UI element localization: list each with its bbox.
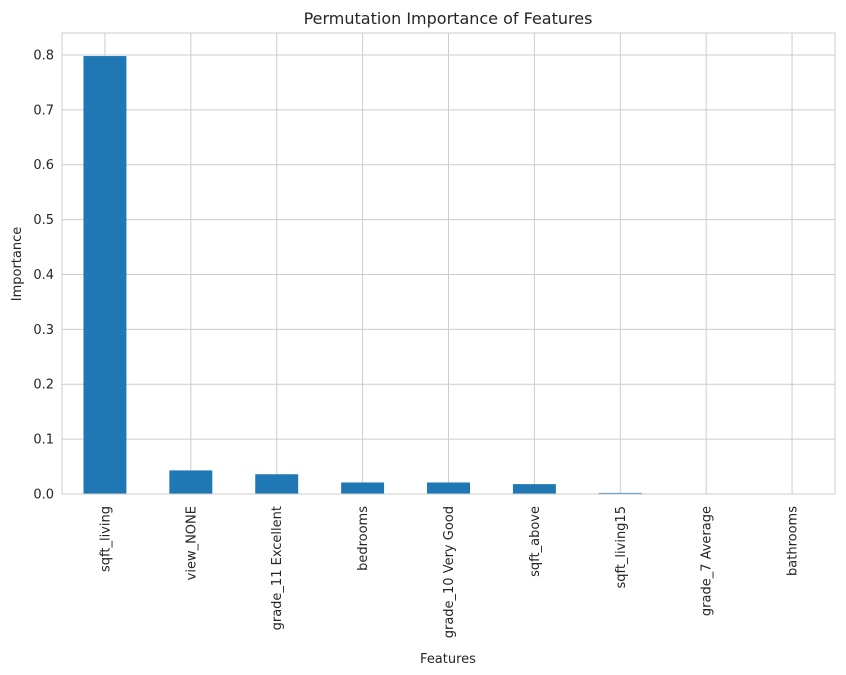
x-tick-label: grade_10 Very Good — [442, 506, 457, 638]
y-tick-label: 0.8 — [33, 48, 54, 63]
bar — [512, 484, 556, 494]
bar — [427, 482, 470, 494]
bar — [169, 470, 213, 494]
y-tick-label: 0.5 — [33, 213, 54, 228]
y-tick-label: 0.2 — [33, 378, 54, 393]
x-tick-label: grade_11 Excellent — [270, 506, 285, 630]
x-tick-label: view_NONE — [184, 506, 199, 580]
grid-lines — [62, 33, 835, 495]
y-tick-label: 0.1 — [33, 433, 54, 448]
plot-frame — [61, 32, 836, 495]
bar — [83, 56, 127, 495]
bar — [598, 492, 642, 494]
x-tick-label: bathrooms — [786, 506, 801, 576]
x-tick-label: grade_7 Average — [700, 506, 715, 616]
bar — [341, 482, 385, 494]
x-tick-labels: sqft_living view_NONE grade_11 Excellent be… — [98, 506, 800, 639]
x-tick-label: sqft_living — [98, 506, 113, 572]
x-tick-label: bedrooms — [356, 506, 371, 571]
y-tick-label: 0.7 — [33, 103, 54, 118]
x-tick-label: sqft_living15 — [614, 506, 629, 589]
y-tick-label: 0.3 — [33, 323, 54, 338]
y-tick-label: 0.4 — [33, 268, 54, 283]
bar — [255, 474, 299, 494]
y-tick-labels: 0.0 0.1 0.2 0.3 0.4 0.5 0.6 0.7 0.8 — [33, 48, 54, 502]
bars — [83, 56, 642, 495]
chart-title: Permutation Importance of Features — [304, 9, 593, 28]
y-axis-label: Importance — [10, 227, 25, 302]
x-axis-label: Features — [420, 652, 476, 667]
x-tick-label: sqft_above — [528, 506, 543, 577]
y-tick-label: 0.0 — [33, 488, 54, 503]
y-tick-label: 0.6 — [33, 158, 54, 173]
